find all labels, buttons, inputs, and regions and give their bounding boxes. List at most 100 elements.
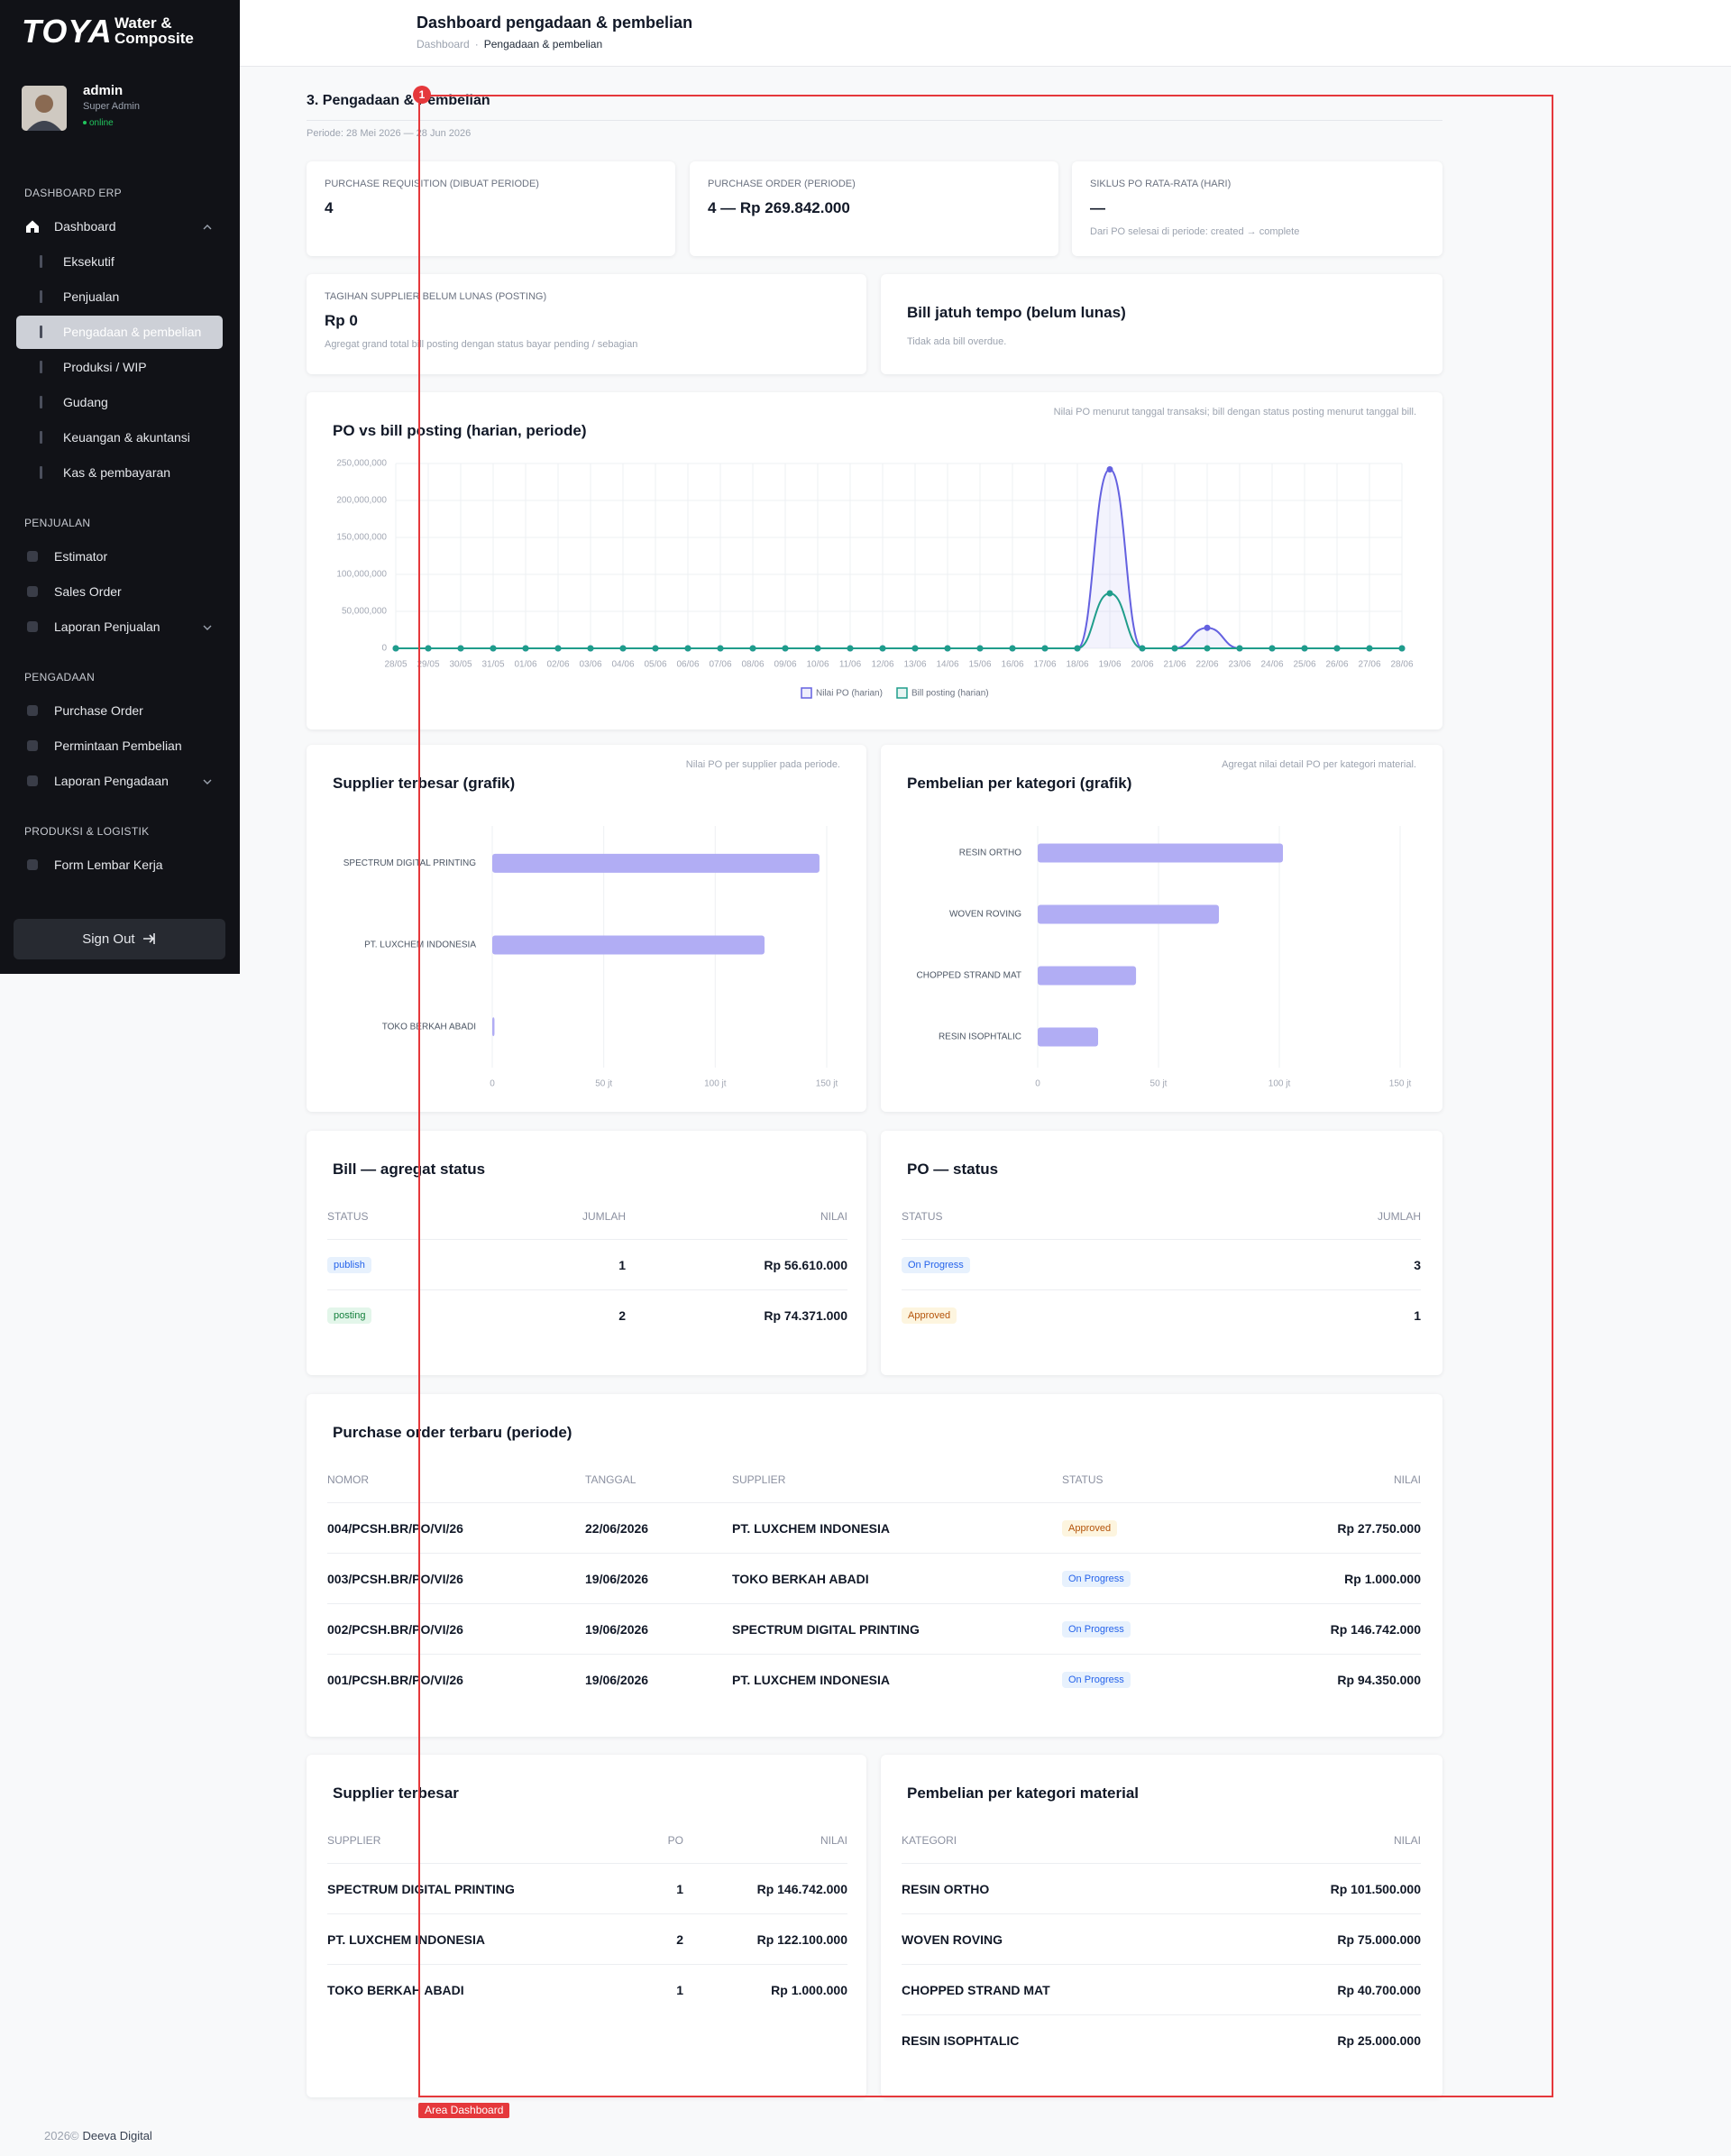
data-table: STATUS JUMLAH On Progress 3 Approved 1 (902, 1194, 1421, 1340)
page-title: Dashboard pengadaan & pembelian (417, 14, 693, 32)
table-row: posting 2 Rp 74.371.000 (327, 1289, 847, 1340)
table-cell: PT. LUXCHEM INDONESIA (732, 1502, 1062, 1554)
submenu-label: Keuangan & akuntansi (63, 430, 190, 445)
submenu-item[interactable]: Gudang (0, 385, 240, 420)
user-name: admin (83, 83, 124, 98)
menu-icon (27, 740, 38, 751)
column-header: NILAI (1393, 1834, 1421, 1847)
table-cell: Rp 146.742.000 (1214, 1603, 1421, 1655)
user-role: Super Admin (83, 101, 140, 112)
table-cell: 001/PCSH.BR/PO/VI/26 (327, 1654, 585, 1704)
submenu-label: Penjualan (63, 289, 120, 304)
table-cell: 1 (625, 1863, 683, 1914)
submenu-item[interactable]: Penjualan (0, 280, 240, 315)
table-cell: Rp 94.350.000 (1214, 1654, 1421, 1704)
logo[interactable]: TOYA (22, 13, 113, 50)
column-header: STATUS (902, 1210, 943, 1223)
column-header: SUPPLIER (732, 1473, 786, 1486)
table-card: Supplier terbesar SUPPLIER PO NILAI SPECTRUM… (307, 1755, 866, 2097)
card-title: Bill — agregat status (333, 1161, 486, 1178)
menu-section-title: DASHBOARD ERP (24, 187, 122, 199)
table-cell: Rp 75.000.000 (1172, 1913, 1421, 1965)
status-dot (83, 121, 87, 125)
data-table: KATEGORI NILAI RESIN ORTHO Rp 101.500.000 WO… (902, 1818, 1421, 2065)
kpi-label: PURCHASE ORDER (PERIODE) (708, 179, 856, 189)
chart-subtitle: Nilai PO per supplier pada periode. (685, 759, 840, 770)
table-row: 004/PCSH.BR/PO/VI/26 22/06/2026 PT. LUXCHE… (327, 1502, 1421, 1554)
table-cell: Rp 56.610.000 (626, 1239, 847, 1290)
table-header-row: STATUS JUMLAH NILAI (327, 1194, 847, 1240)
menu-item[interactable]: Estimator (0, 539, 240, 574)
status-badge: On Progress (1062, 1571, 1131, 1587)
breadcrumb-link[interactable]: Dashboard (417, 38, 470, 50)
sidebar-menu: DASHBOARD ERP Dashboard Eksekutif Penjualan… (0, 177, 240, 883)
user-status: online (83, 118, 114, 128)
table-cell: On Progress (1062, 1603, 1214, 1655)
submenu-item[interactable]: Keuangan & akuntansi (0, 420, 240, 455)
submenu-item[interactable]: Produksi / WIP (0, 350, 240, 385)
footer-year: 2026© (44, 2129, 79, 2142)
submenu-icon (40, 466, 42, 479)
table-cell: SPECTRUM DIGITAL PRINTING (732, 1603, 1062, 1655)
footer: 2026© Deeva Digital (44, 2129, 152, 2142)
table-cell: 004/PCSH.BR/PO/VI/26 (327, 1502, 585, 1554)
section-title: 3. Pengadaan & Pembelian (307, 93, 490, 108)
kpi-card: PURCHASE ORDER (PERIODE) 4 — Rp 269.842.… (690, 161, 1058, 256)
chevron-shape (203, 625, 212, 630)
menu-item[interactable]: Permintaan Pembelian (0, 729, 240, 764)
submenu-icon (40, 431, 42, 444)
sign-out-icon (142, 933, 155, 944)
table-header-row: NOMOR TANGGAL SUPPLIER STATUS NILAI (327, 1457, 1421, 1503)
status-badge: On Progress (1062, 1621, 1131, 1638)
table-cell: 1 (625, 1964, 683, 2014)
menu-section-title: PENJUALAN (24, 517, 91, 529)
footer-company[interactable]: Deeva Digital (82, 2129, 152, 2142)
sign-out-button[interactable]: Sign Out (14, 919, 225, 959)
kpi-note: Dari PO selesai di periode: created → co… (1090, 226, 1300, 237)
table-cell: PT. LUXCHEM INDONESIA (327, 1913, 625, 1965)
annotation-badge: 1 (413, 86, 431, 104)
annotation-box (418, 95, 1553, 2097)
table-cell: On Progress (902, 1239, 1172, 1290)
section-rule (307, 120, 1442, 121)
sign-out-label: Sign Out (82, 931, 135, 947)
data-table: SUPPLIER PO NILAI SPECTRUM DIGITAL PRINTING… (327, 1818, 847, 2014)
annotation-label: Area Dashboard (418, 2103, 510, 2118)
submenu-item[interactable]: Pengadaan & pembelian (0, 315, 240, 350)
kpi-value: 4 — Rp 269.842.000 (708, 199, 850, 216)
chart-card: Pembelian per kategori (grafik) Agregat n… (881, 745, 1442, 1112)
submenu-icon (40, 396, 42, 408)
submenu-item[interactable]: Eksekutif (0, 244, 240, 280)
menu-section-title: PENGADAAN (24, 671, 96, 683)
user-avatar[interactable] (22, 86, 67, 131)
menu-item[interactable]: Purchase Order (0, 693, 240, 729)
menu-icon (27, 551, 38, 562)
chart-card: Supplier terbesar (grafik) Nilai PO per s… (307, 745, 866, 1112)
table-header-row: STATUS JUMLAH (902, 1194, 1421, 1240)
menu-item[interactable]: Dashboard (0, 209, 240, 244)
menu-item[interactable]: Form Lembar Kerja (0, 848, 240, 883)
submenu-label: Pengadaan & pembelian (63, 325, 202, 339)
menu-label: Form Lembar Kerja (54, 858, 163, 872)
table-cell: 002/PCSH.BR/PO/VI/26 (327, 1603, 585, 1655)
table-row: TOKO BERKAH ABADI 1 Rp 1.000.000 (327, 1964, 847, 2014)
card-title: Purchase order terbaru (periode) (333, 1424, 572, 1441)
menu-item[interactable]: Sales Order (0, 574, 240, 610)
kpi-label: PURCHASE REQUISITION (DIBUAT PERIODE) (325, 179, 539, 189)
table-cell: posting (327, 1289, 508, 1340)
top-bar (240, 0, 1731, 67)
chart-title: Supplier terbesar (grafik) (333, 775, 516, 792)
menu-item[interactable]: Laporan Penjualan (0, 610, 240, 645)
menu-item[interactable]: Laporan Pengadaan (0, 764, 240, 799)
kpi-value: Rp 0 (325, 312, 358, 329)
table-card: PO — status STATUS JUMLAH On Progress 3 Appro… (881, 1131, 1442, 1375)
home-icon (26, 220, 39, 233)
breadcrumb-separator: · (474, 38, 479, 50)
table-row: CHOPPED STRAND MAT Rp 40.700.000 (902, 1964, 1421, 2015)
table-cell: Rp 74.371.000 (626, 1289, 847, 1340)
submenu-icon (40, 361, 42, 373)
kpi-label: SIKLUS PO RATA-RATA (HARI) (1090, 179, 1232, 189)
column-header: NILAI (1393, 1473, 1421, 1486)
chart-title: PO vs bill posting (harian, periode) (333, 422, 587, 439)
submenu-item[interactable]: Kas & pembayaran (0, 455, 240, 491)
